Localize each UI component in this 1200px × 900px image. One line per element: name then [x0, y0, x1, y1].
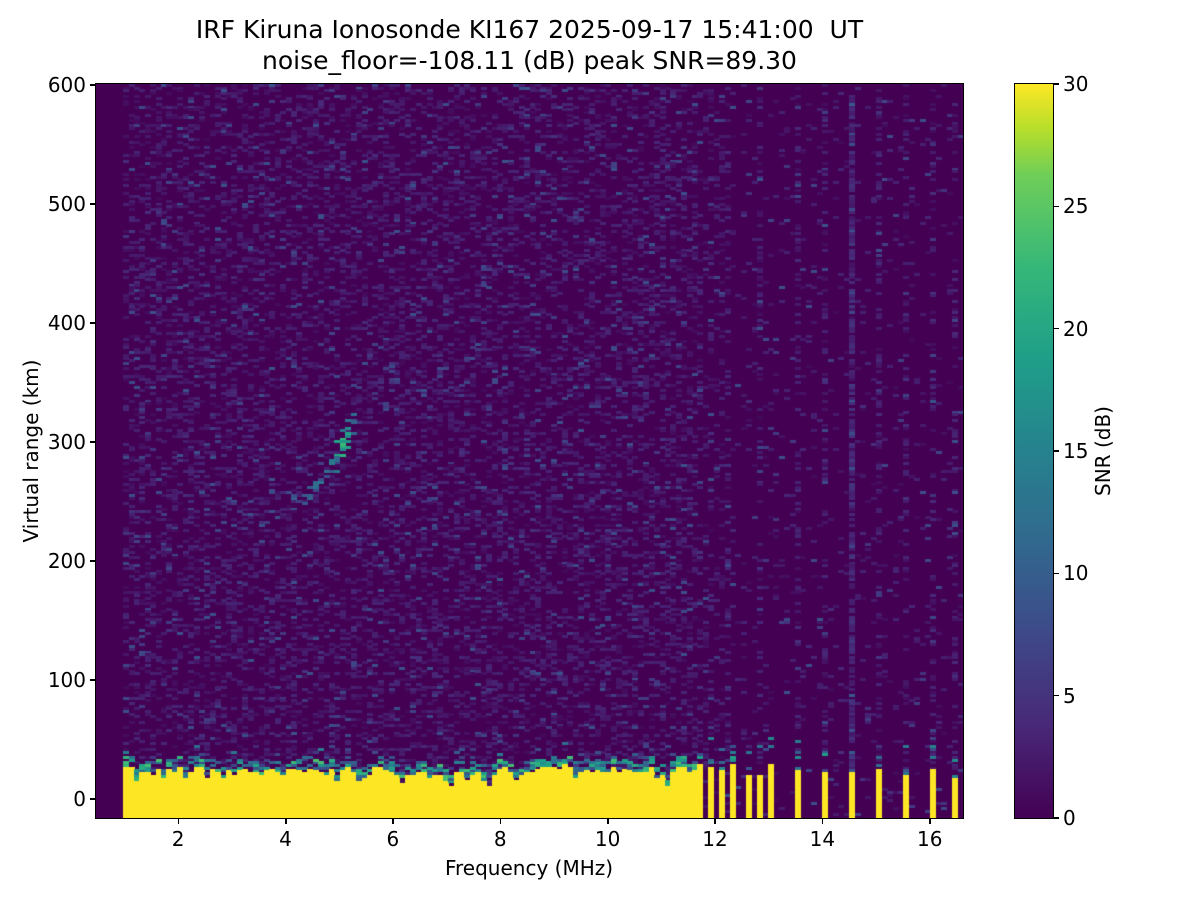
colorbar-tick-label: 0: [1063, 806, 1076, 830]
y-tick-label: 200: [47, 549, 86, 574]
y-tick-label: 100: [47, 668, 86, 692]
y-tick-label: 0: [73, 786, 86, 811]
ionogram-heatmap: [96, 84, 963, 818]
x-tick-label: 4: [279, 827, 292, 851]
x-tick-label: 8: [493, 827, 507, 851]
colorbar-tick-mark: [1053, 327, 1059, 330]
colorbar-tick-mark: [1053, 450, 1059, 452]
colorbar: [1014, 83, 1054, 819]
y-tick-mark: [90, 203, 96, 205]
colorbar-gradient: [1015, 84, 1053, 818]
x-tick-label: 16: [916, 827, 943, 851]
y-tick-mark: [90, 84, 96, 86]
x-tick-label: 14: [809, 827, 836, 851]
y-tick-mark: [90, 560, 96, 562]
x-tick-mark: [392, 818, 394, 824]
colorbar-tick-mark: [1053, 83, 1059, 85]
y-tick-label: 600: [47, 73, 86, 98]
y-tick-mark: [90, 322, 96, 324]
x-tick-mark: [821, 818, 824, 824]
x-tick-mark: [929, 818, 931, 824]
y-tick-label: 300: [47, 430, 86, 455]
plot-area: [95, 83, 964, 819]
x-tick-mark: [499, 818, 502, 824]
colorbar-tick-mark: [1053, 817, 1059, 819]
chart-title-line1: IRF Kiruna Ionosonde KI167 2025-09-17 15…: [195, 15, 864, 44]
colorbar-tick-label: 25: [1063, 194, 1089, 219]
x-tick-label: 10: [594, 827, 621, 851]
chart-title: IRF Kiruna Ionosonde KI167 2025-09-17 15…: [96, 14, 963, 76]
x-tick-label: 12: [702, 827, 728, 851]
x-tick-label: 6: [386, 827, 400, 851]
colorbar-tick-mark: [1053, 205, 1059, 208]
colorbar-label: SNR (dB): [1091, 406, 1115, 496]
colorbar-tick-label: 20: [1063, 316, 1089, 341]
y-tick-mark: [90, 441, 96, 443]
x-tick-mark: [285, 818, 287, 824]
x-axis-label: Frequency (MHz): [444, 856, 614, 880]
x-tick-mark: [607, 818, 609, 824]
colorbar-tick-label: 30: [1063, 72, 1089, 96]
y-tick-label: 400: [47, 311, 86, 336]
x-tick-mark: [177, 818, 180, 824]
chart-title-line2: noise_floor=-108.11 (dB) peak SNR=89.30: [262, 46, 797, 75]
colorbar-tick-mark: [1053, 572, 1059, 575]
y-tick-mark: [90, 679, 96, 681]
y-axis-label: Virtual range (km): [19, 359, 43, 543]
y-tick-mark: [90, 798, 96, 800]
colorbar-tick-label: 15: [1063, 439, 1089, 463]
colorbar-tick-label: 10: [1063, 561, 1089, 586]
y-tick-label: 500: [47, 192, 86, 217]
colorbar-tick-label: 5: [1063, 683, 1076, 708]
colorbar-tick-mark: [1053, 694, 1059, 697]
x-tick-label: 2: [171, 827, 185, 851]
x-tick-mark: [714, 818, 716, 824]
